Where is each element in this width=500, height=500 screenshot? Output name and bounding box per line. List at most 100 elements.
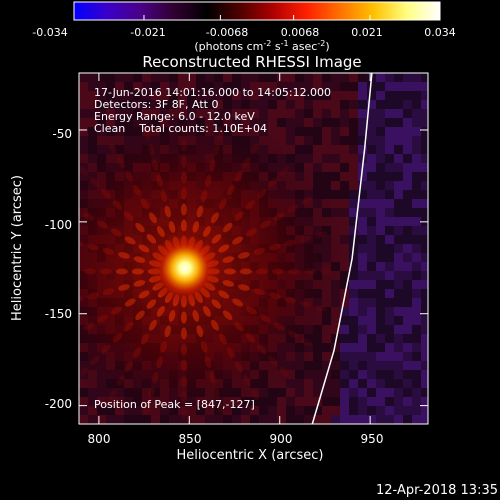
image-pixel: [331, 181, 340, 190]
image-pixel: [313, 82, 322, 91]
image-pixel: [412, 415, 421, 424]
image-pixel: [394, 172, 403, 181]
image-ray-blob: [148, 143, 155, 156]
image-pixel: [394, 235, 403, 244]
image-pixel: [133, 73, 142, 82]
image-ray-blob: [115, 268, 128, 275]
image-pixel: [196, 91, 205, 100]
image-pixel: [358, 388, 367, 397]
image-pixel: [412, 208, 421, 217]
image-pixel: [367, 154, 376, 163]
image-pixel: [349, 298, 358, 307]
image-pixel: [412, 181, 421, 190]
image-pixel: [313, 100, 322, 109]
image-pixel: [385, 298, 394, 307]
image-pixel: [421, 118, 428, 127]
chart-title: Reconstructed RHESSI Image: [142, 53, 361, 71]
image-pixel: [367, 379, 376, 388]
image-pixel: [385, 343, 394, 352]
image-pixel: [403, 109, 412, 118]
image-pixel: [268, 82, 277, 91]
image-ray-blob: [87, 243, 99, 251]
image-ray-blob: [234, 211, 244, 222]
image-pixel: [394, 289, 403, 298]
image-pixel: [331, 154, 340, 163]
image-ray-blob: [124, 361, 133, 373]
image-pixel: [241, 109, 250, 118]
image-pixel: [349, 118, 358, 127]
colorbar-units: (photons cm-2 s-1 asec-2): [194, 39, 329, 53]
image-ray-blob: [256, 344, 267, 355]
image-pixel: [295, 91, 304, 100]
image-pixel: [376, 262, 385, 271]
image-pixel: [394, 118, 403, 127]
image-pixel: [394, 145, 403, 154]
image-pixel: [142, 100, 151, 109]
image-pixel: [79, 406, 88, 415]
x-axis-label: Heliocentric X (arcsec): [177, 448, 324, 463]
image-pixel: [286, 91, 295, 100]
image-pixel: [394, 82, 403, 91]
image-pixel: [331, 172, 340, 181]
colorbar-tick-5: 0.021: [351, 26, 383, 39]
image-pixel: [421, 352, 428, 361]
image-ray-blob: [211, 234, 222, 244]
image-ray-blob: [180, 359, 187, 372]
image-pixel: [421, 397, 428, 406]
image-pixel: [358, 352, 367, 361]
image-pixel: [358, 325, 367, 334]
image-pixel: [106, 73, 115, 82]
image-ray-blob: [160, 190, 167, 202]
image-pixel: [331, 109, 340, 118]
image-pixel: [295, 406, 304, 415]
image-pixel: [106, 100, 115, 109]
image-pixel: [403, 271, 412, 280]
image-pixel: [376, 415, 385, 424]
image-ray-blob: [152, 371, 159, 384]
image-pixel: [250, 415, 259, 424]
image-pixel: [367, 253, 376, 262]
image-pixel: [124, 73, 133, 82]
image-pixel: [313, 127, 322, 136]
image-ray-blob: [180, 219, 187, 232]
image-pixel: [412, 325, 421, 334]
image-pixel: [277, 397, 286, 406]
image-ray-blob: [160, 340, 167, 353]
image-ray-blob: [200, 340, 208, 353]
image-pixel: [367, 136, 376, 145]
image-pixel: [340, 172, 349, 181]
y-axis-label: Heliocentric Y (arcsec): [10, 175, 25, 321]
image-pixel: [421, 298, 428, 307]
image-pixel: [295, 100, 304, 109]
image-ray-blob: [217, 128, 224, 141]
image-pixel: [178, 82, 187, 91]
image-pixel: [385, 388, 394, 397]
image-pixel: [322, 154, 331, 163]
image-ray-blob: [90, 177, 100, 188]
image-ray-blob: [273, 212, 285, 221]
annotation-clean-counts: Clean Total counts: 1.10E+04: [94, 122, 267, 135]
image-pixel: [403, 226, 412, 235]
image-pixel: [367, 280, 376, 289]
image-pixel: [358, 100, 367, 109]
image-pixel: [340, 82, 349, 91]
image-pixel: [241, 82, 250, 91]
image-ray-blob: [83, 268, 96, 275]
image-ray-blob: [148, 387, 155, 400]
image-pixel: [376, 199, 385, 208]
image-ray-blob: [116, 375, 125, 387]
image-pixel: [385, 253, 394, 262]
image-pixel: [133, 91, 142, 100]
image-ray-blob: [232, 236, 244, 245]
image-pixel: [304, 91, 313, 100]
image-pixel: [349, 154, 358, 163]
image-pixel: [97, 109, 106, 118]
image-pixel: [124, 415, 133, 424]
image-pixel: [322, 136, 331, 145]
image-ray-blob: [156, 174, 163, 187]
image-pixel: [187, 82, 196, 91]
image-pixel: [250, 118, 259, 127]
image-pixel: [286, 82, 295, 91]
image-pixel: [376, 289, 385, 298]
image-pixel: [367, 226, 376, 235]
